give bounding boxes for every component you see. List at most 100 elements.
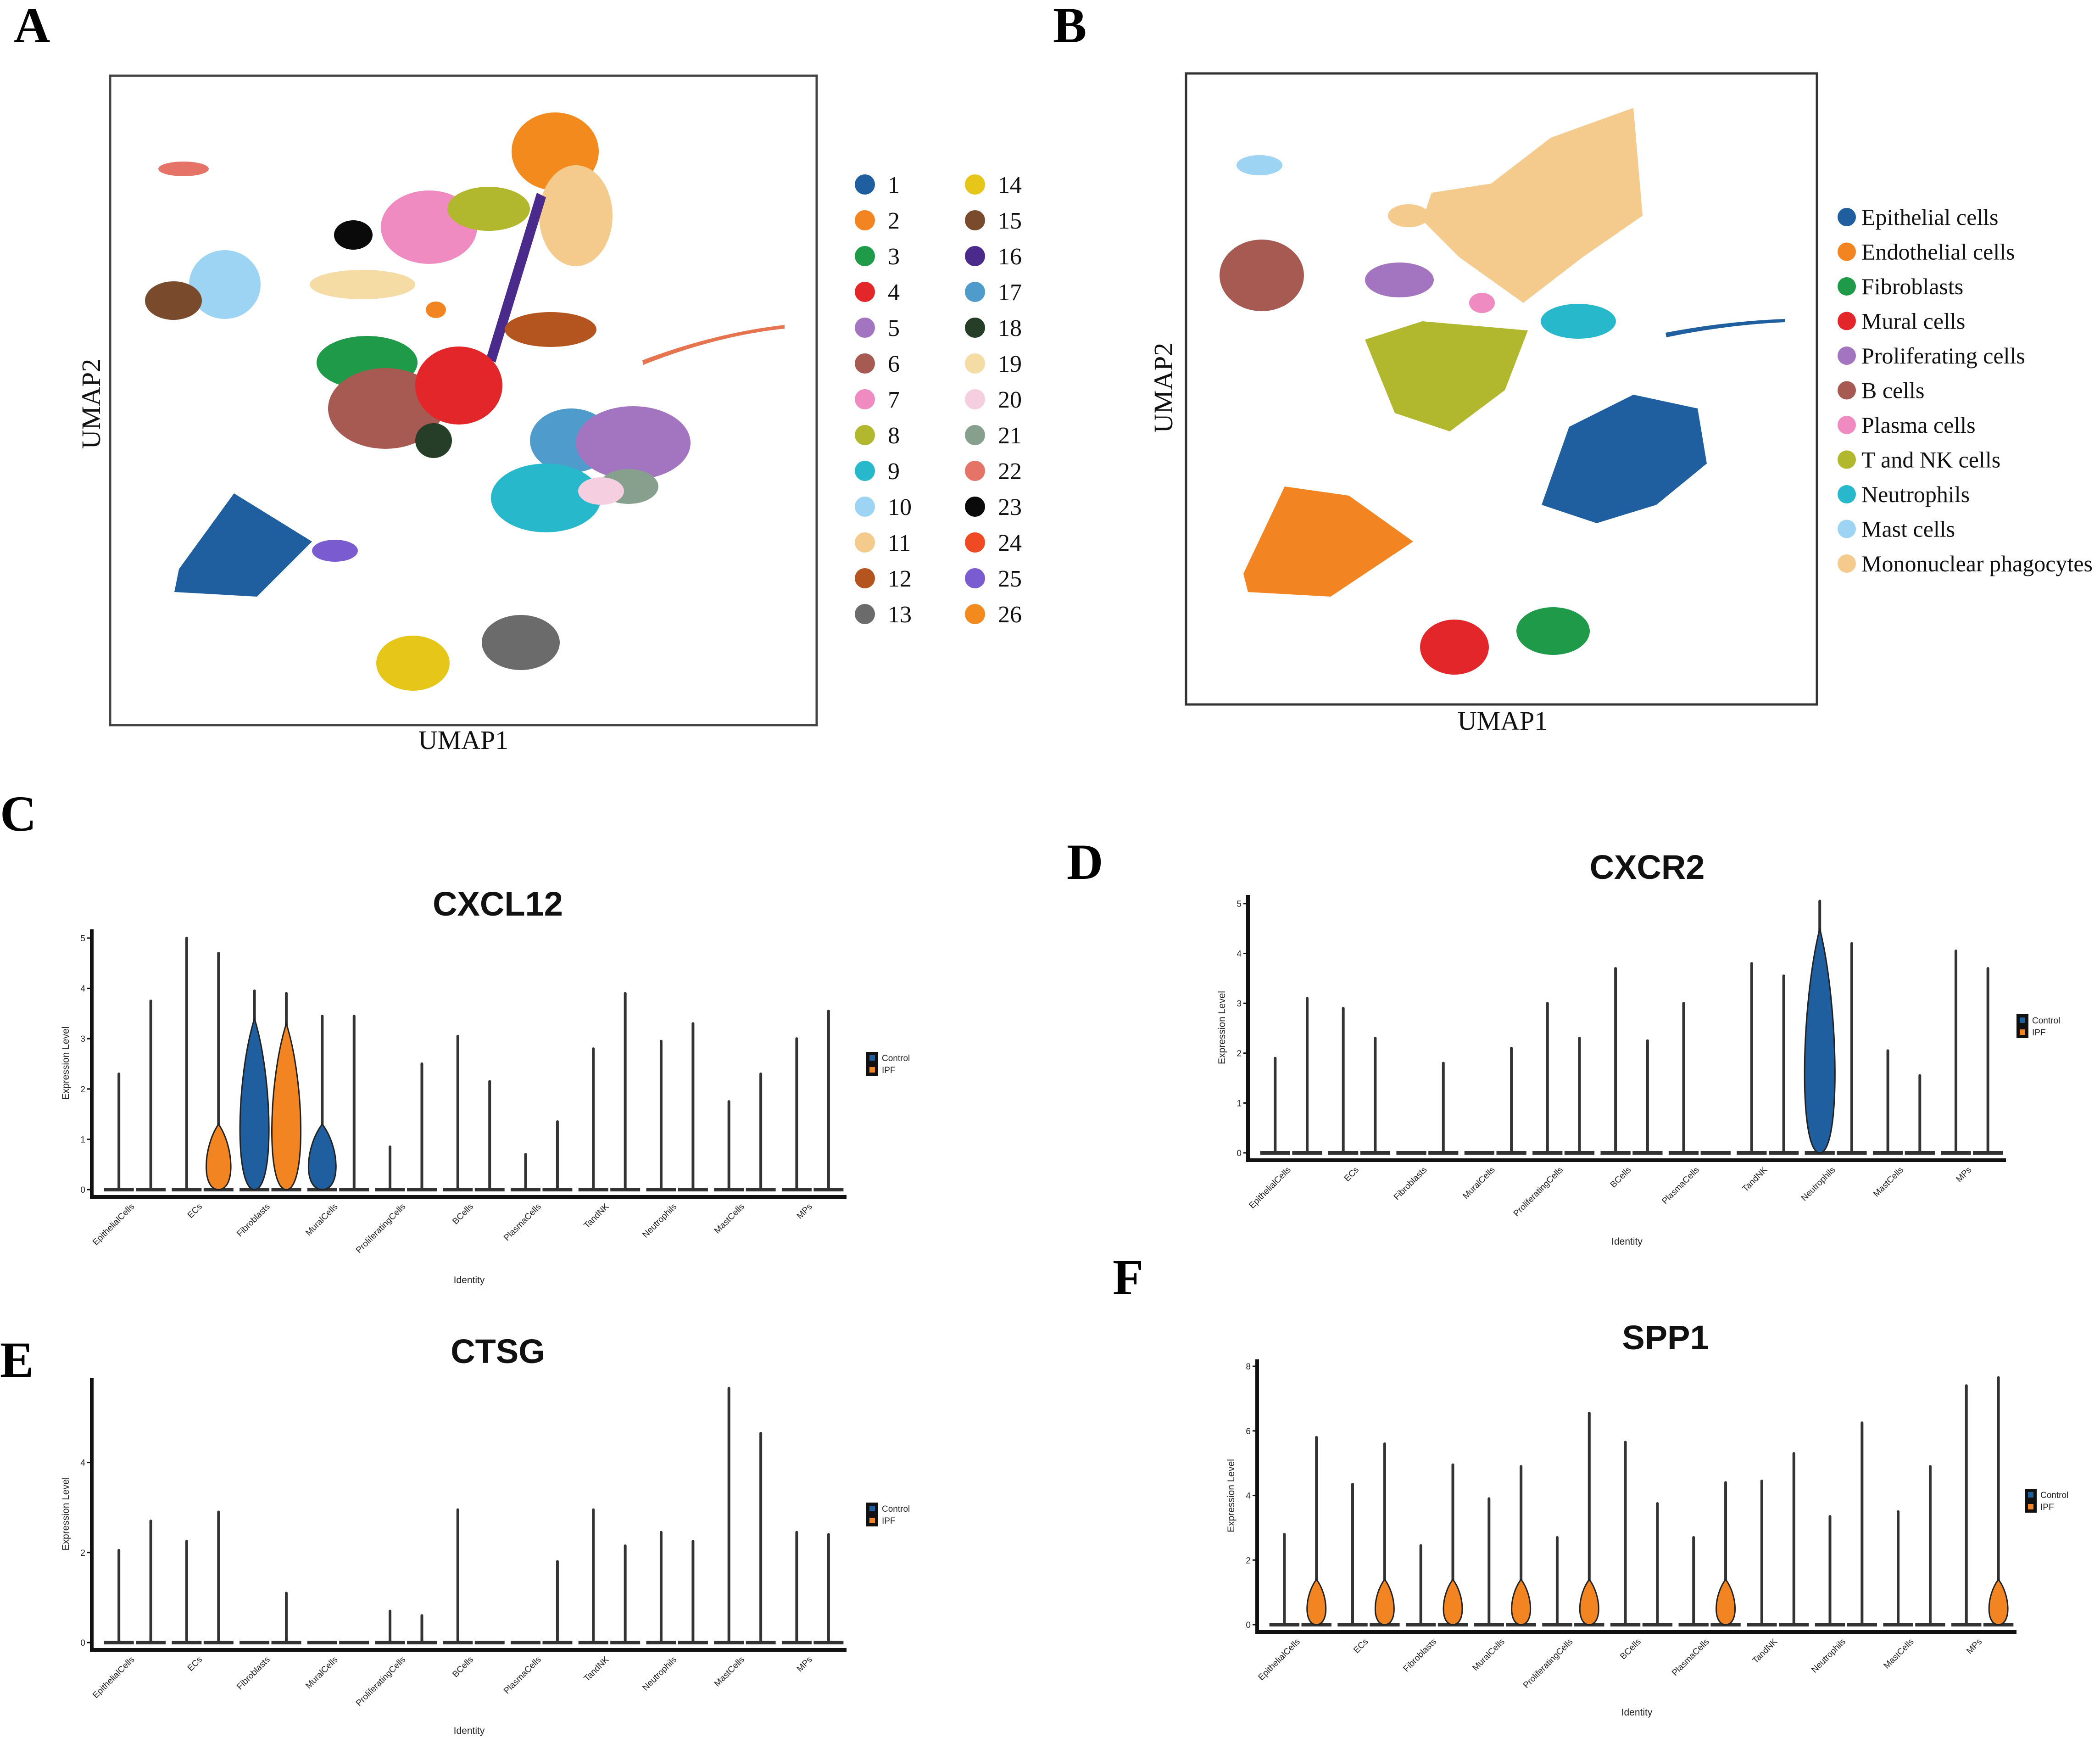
x-tick-label: MPs <box>1965 1637 1984 1656</box>
legend-b-label: Mononuclear phagocytes <box>1861 551 2093 576</box>
cluster-epithelial-strand <box>1666 319 1785 337</box>
cluster-fibroblasts <box>1516 607 1590 655</box>
y-tick-label: 1 <box>80 1135 85 1145</box>
violin-fill-ipf <box>1374 1578 1395 1626</box>
y-axis-label-e: Expression Level <box>61 1477 71 1551</box>
umap-b-legend: Epithelial cells Endothelial cells Fibrobl… <box>1838 204 2093 576</box>
x-tick-label: MuralCells <box>1471 1637 1506 1673</box>
umap-b-xlabel: UMAP1 <box>1458 706 1548 736</box>
x-tick-label: BCells <box>451 1202 475 1227</box>
y-tick-label: 4 <box>80 984 85 994</box>
cluster-20 <box>578 477 624 505</box>
cluster-mononuclear <box>1422 108 1643 303</box>
cluster-proliferating <box>1365 263 1434 297</box>
cluster-16 <box>486 193 546 363</box>
x-tick-label: ECs <box>1342 1165 1361 1184</box>
cluster-19 <box>310 270 415 299</box>
legend-a-swatch <box>965 246 985 266</box>
umap-b-clusters <box>1220 108 1785 675</box>
cluster-4 <box>415 346 502 425</box>
legend-a-swatch <box>855 210 875 230</box>
legend-a-swatch <box>965 497 985 517</box>
cluster-mast <box>1237 155 1282 175</box>
legend-label-ipf: IPF <box>2032 1028 2046 1038</box>
legend-b-label: Fibroblasts <box>1861 274 1963 299</box>
legend-a-label: 19 <box>998 351 1022 377</box>
violin-fill-ipf <box>1988 1578 2009 1626</box>
violin-fill-control <box>307 1123 337 1190</box>
x-axis-label-d: Identity <box>1611 1236 1643 1247</box>
y-tick-label: 3 <box>1237 999 1242 1009</box>
legend-b-swatch <box>1838 485 1856 503</box>
legend-b-swatch <box>1838 312 1856 330</box>
violin-fill-control <box>1804 928 1836 1154</box>
x-tick-label: PlasmaCells <box>502 1202 543 1243</box>
umap-a-clusters <box>145 112 785 691</box>
x-tick-label: EpithelialCells <box>1257 1637 1302 1682</box>
y-axis-label-c: Expression Level <box>61 1027 71 1100</box>
umap-a-plot: UMAP1 UMAP2 1234567891011121314151617181… <box>76 74 1022 755</box>
cluster-23 <box>334 220 373 250</box>
y-axis-label-f: Expression Level <box>1226 1459 1237 1532</box>
panel-letter-e: E <box>0 1332 33 1388</box>
umap-b-plot: UMAP1 UMAP2 Epithelial cells Endothelial … <box>1148 72 2093 736</box>
legend-a-swatch <box>855 461 875 481</box>
legend-b-swatch <box>1838 381 1856 400</box>
legend-a-label: 24 <box>998 530 1022 556</box>
legend-swatch-ipf <box>2028 1504 2033 1509</box>
y-tick-label: 0 <box>1237 1149 1242 1158</box>
x-tick-label: MPs <box>795 1202 814 1221</box>
legend-b-label: T and NK cells <box>1861 447 2000 473</box>
y-tick-label: 2 <box>80 1085 85 1095</box>
legend-label-control: Control <box>882 1054 910 1063</box>
x-tick-label: ECs <box>186 1202 204 1220</box>
violin-chart-c: CXCL12 0 1 2 3 4 5 Expression Level EpithelialCe… <box>61 885 910 1285</box>
y-tick-label: 5 <box>80 934 85 944</box>
legend-b-swatch <box>1838 450 1856 469</box>
violin-fill-ipf <box>206 1123 232 1190</box>
legend-label-ipf: IPF <box>882 1066 896 1075</box>
legend-a-swatch <box>855 425 875 445</box>
legend-swatch-ipf <box>869 1067 875 1073</box>
legend-b-label: Epithelial cells <box>1861 204 1999 230</box>
x-tick-label: MPs <box>1955 1165 1974 1185</box>
cluster-neutrophils <box>1541 304 1616 339</box>
x-tick-label: MuralCells <box>304 1655 340 1691</box>
x-axis-label-e: Identity <box>454 1726 485 1736</box>
x-tick-label: MuralCells <box>1461 1165 1497 1201</box>
legend-a-label: 12 <box>888 566 912 592</box>
legend-b-swatch <box>1838 520 1856 538</box>
violin-fill-ipf <box>1443 1578 1463 1626</box>
panel-letter-d: D <box>1067 834 1103 890</box>
cluster-plasma <box>1469 293 1495 313</box>
legend-label-control: Control <box>882 1504 910 1514</box>
violin-base-ipf <box>339 1641 369 1644</box>
x-tick-label: BCells <box>451 1655 475 1680</box>
x-tick-label: ProliferatingCells <box>1512 1165 1565 1218</box>
y-tick-label: 1 <box>1237 1099 1242 1108</box>
cluster-9 <box>491 464 601 532</box>
cluster-mural <box>1420 620 1489 675</box>
legend-b-label: Mast cells <box>1861 516 1955 542</box>
cluster-15 <box>145 281 202 320</box>
legend-a-label: 14 <box>998 172 1022 198</box>
x-tick-label: PlasmaCells <box>502 1655 543 1696</box>
umap-a-ylabel: UMAP2 <box>76 359 106 449</box>
cluster-t-nk <box>1365 321 1528 431</box>
legend-a-label: 16 <box>998 244 1022 270</box>
x-tick-label: Neutrophils <box>641 1655 679 1693</box>
x-axis-label-c: Identity <box>454 1275 485 1285</box>
violin-fill-ipf <box>1579 1578 1599 1626</box>
legend-b-swatch <box>1838 554 1856 573</box>
legend-a-label: 22 <box>998 458 1022 485</box>
violin-base-control <box>511 1641 541 1644</box>
x-tick-label: Neutrophils <box>1810 1637 1848 1675</box>
violin-base-control <box>1464 1151 1495 1155</box>
x-tick-label: Fibroblasts <box>235 1202 272 1239</box>
x-tick-label: EpithelialCells <box>91 1655 136 1700</box>
legend-a-label: 6 <box>888 351 900 377</box>
x-tick-label: Fibroblasts <box>1392 1165 1429 1202</box>
legend-a-label: 5 <box>888 315 900 341</box>
x-tick-label: ProliferatingCells <box>354 1202 407 1255</box>
